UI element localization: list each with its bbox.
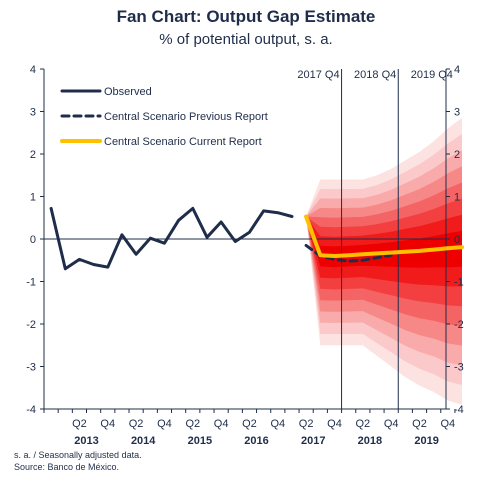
x-tick-label-quarter: Q4 xyxy=(157,418,172,430)
y-tick-label-left: -3 xyxy=(26,362,36,374)
y-tick-label-right: -4 xyxy=(454,404,464,416)
y-tick-label-left: 1 xyxy=(30,192,36,204)
legend: Observed Central Scenario Previous Report… xyxy=(60,86,268,148)
x-tick-label-quarter: Q2 xyxy=(355,418,370,430)
y-tick-label-right: 3 xyxy=(454,107,460,119)
legend-label-1: Observed xyxy=(104,86,152,98)
y-tick-label-left: 4 xyxy=(30,64,36,76)
marker-label-2017Q4: 2017 Q4 xyxy=(297,69,339,81)
x-tick-label-year: 2016 xyxy=(244,435,268,447)
series-line-central-scenario-current-report xyxy=(304,214,464,258)
marker-label-2018Q4: 2018 Q4 xyxy=(354,69,396,81)
y-tick-label-right: 1 xyxy=(454,192,460,204)
note-source: Source: Banco de México. xyxy=(14,462,119,472)
series-line-observed xyxy=(49,206,294,271)
x-tick-label-year: 2015 xyxy=(188,435,212,447)
x-tick-label-year: 2019 xyxy=(414,435,438,447)
y-tick-label-left: -2 xyxy=(26,319,36,331)
y-tick-label-right: -2 xyxy=(454,319,464,331)
x-tick-label-quarter: Q2 xyxy=(242,418,257,430)
marker-label-2019Q4: 2019 Q4 xyxy=(411,69,453,81)
tick-labels: -4 -4 -3 -3 -2 -2 -1 -1 0 0 1 1 2 2 3 3 4 4 Q2 Q4 Q2 Q4 Q2 Q4 Q2… xyxy=(26,64,464,447)
axes: 2017 Q4 2018 Q4 2019 Q4 xyxy=(40,68,456,413)
x-tick-label-quarter: Q4 xyxy=(100,418,115,430)
x-tick-label-quarter: Q4 xyxy=(327,418,342,430)
y-tick-label-left: -1 xyxy=(26,277,36,289)
y-tick-label-right: 0 xyxy=(454,234,460,246)
x-tick-label-year: 2013 xyxy=(74,435,98,447)
chart-title: Fan Chart: Output Gap Estimate xyxy=(117,7,376,26)
x-tick-label-quarter: Q2 xyxy=(129,418,144,430)
x-tick-label-year: 2014 xyxy=(131,435,156,447)
x-tick-label-quarter: Q2 xyxy=(185,418,200,430)
y-tick-label-left: -4 xyxy=(26,404,36,416)
x-tick-label-quarter: Q4 xyxy=(270,418,285,430)
x-tick-label-year: 2018 xyxy=(358,435,382,447)
y-tick-label-right: -1 xyxy=(454,277,464,289)
x-tick-label-quarter: Q2 xyxy=(412,418,427,430)
fan-bands xyxy=(306,117,462,405)
x-tick-label-quarter: Q2 xyxy=(72,418,87,430)
x-tick-label-quarter: Q4 xyxy=(384,418,399,430)
legend-label-3: Central Scenario Current Report xyxy=(104,136,262,148)
chart-subtitle: % of potential output, s. a. xyxy=(159,31,332,48)
y-tick-label-right: 4 xyxy=(454,64,460,76)
x-tick-label-year: 2017 xyxy=(301,435,325,447)
x-tick-label-quarter: Q2 xyxy=(299,418,314,430)
y-tick-label-right: -3 xyxy=(454,362,464,374)
legend-label-2: Central Scenario Previous Report xyxy=(104,111,268,123)
y-tick-label-left: 3 xyxy=(30,107,36,119)
x-tick-label-quarter: Q4 xyxy=(441,418,456,430)
y-tick-label-left: 0 xyxy=(30,234,36,246)
y-tick-label-right: 2 xyxy=(454,149,460,161)
x-tick-label-quarter: Q4 xyxy=(214,418,229,430)
series-lines xyxy=(49,206,464,271)
note-seasonal-adjustment: s. a. / Seasonally adjusted data. xyxy=(14,450,142,460)
y-tick-label-left: 2 xyxy=(30,149,36,161)
